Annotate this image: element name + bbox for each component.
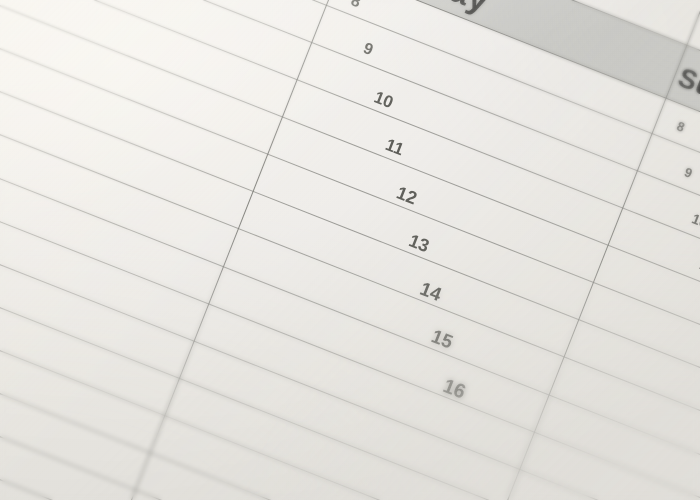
- day-column-line: [0, 0, 467, 500]
- day-column-line: [314, 0, 700, 500]
